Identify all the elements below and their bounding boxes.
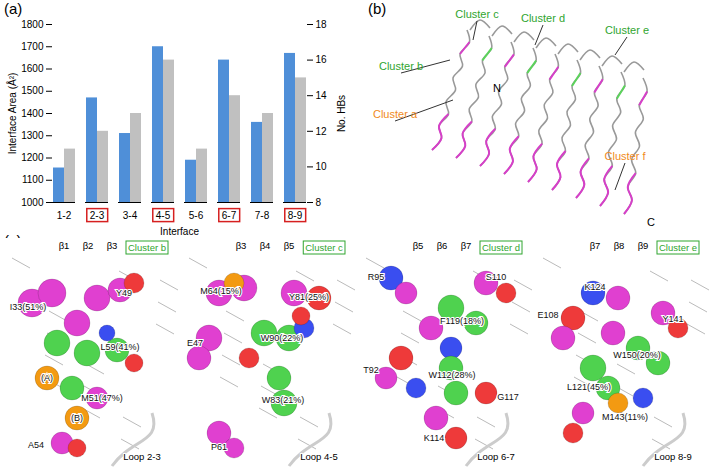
svg-text:Loop 8-9: Loop 8-9	[654, 451, 692, 462]
svg-text:β5: β5	[284, 240, 295, 251]
svg-text:C: C	[647, 216, 655, 228]
svg-text:M143(11%): M143(11%)	[602, 412, 648, 422]
svg-text:β7: β7	[590, 240, 601, 251]
svg-text:Cluster a: Cluster a	[373, 108, 418, 120]
svg-text:1-2: 1-2	[57, 210, 72, 221]
svg-text:Y81(25%): Y81(25%)	[289, 292, 329, 302]
svg-text:4-5: 4-5	[156, 210, 171, 221]
svg-text:1800: 1800	[21, 19, 44, 30]
svg-text:1400: 1400	[21, 108, 44, 119]
svg-text:W150(20%): W150(20%)	[613, 350, 661, 360]
svg-text:β9: β9	[638, 240, 649, 251]
svg-text:W83(21%): W83(21%)	[262, 395, 305, 405]
svg-text:2-3: 2-3	[90, 210, 105, 221]
svg-text:8: 8	[316, 197, 322, 208]
svg-text:W112(28%): W112(28%)	[429, 370, 476, 380]
svg-text:10: 10	[316, 161, 328, 172]
svg-text:Loop 2-3: Loop 2-3	[123, 451, 161, 462]
svg-text:1000: 1000	[21, 197, 44, 208]
svg-text:F119(18%): F119(18%)	[440, 316, 484, 326]
svg-text:1100: 1100	[22, 174, 44, 185]
svg-text:7-8: 7-8	[255, 210, 270, 221]
svg-text:P61: P61	[211, 442, 227, 452]
svg-text:6-7: 6-7	[222, 210, 237, 221]
svg-text:1600: 1600	[21, 63, 44, 74]
svg-text:β7: β7	[461, 240, 472, 251]
svg-text:12: 12	[316, 126, 328, 137]
svg-text:S110: S110	[486, 272, 506, 282]
html-text:(c): (c)	[4, 232, 22, 249]
svg-text:18: 18	[316, 19, 328, 30]
svg-text:β8: β8	[614, 240, 625, 251]
svg-text:Cluster e: Cluster e	[605, 24, 649, 36]
svg-text:Cluster c: Cluster c	[305, 242, 343, 253]
svg-text:(B): (B)	[71, 413, 83, 423]
svg-text:A54: A54	[28, 440, 44, 450]
svg-text:β1: β1	[59, 240, 70, 251]
svg-text:I33(51%): I33(51%)	[10, 302, 47, 312]
svg-text:K124: K124	[584, 282, 605, 292]
svg-text:Interface: Interface	[160, 226, 199, 237]
svg-text:1500: 1500	[21, 85, 44, 96]
svg-text:β6: β6	[437, 240, 448, 251]
svg-text:Cluster e: Cluster e	[659, 242, 697, 253]
svg-text:T92: T92	[363, 365, 379, 375]
svg-text:1700: 1700	[21, 41, 44, 52]
svg-text:M51(47%): M51(47%)	[81, 393, 123, 403]
svg-text:Loop 6-7: Loop 6-7	[477, 451, 515, 462]
svg-text:3-4: 3-4	[123, 210, 138, 221]
svg-text:β5: β5	[413, 240, 424, 251]
svg-text:14: 14	[316, 90, 328, 101]
svg-text:Cluster d: Cluster d	[482, 242, 520, 253]
svg-text:L59(41%): L59(41%)	[100, 342, 139, 352]
svg-text:Y49: Y49	[116, 288, 132, 298]
svg-text:Interface Area (Å²): Interface Area (Å²)	[6, 73, 18, 155]
svg-text:K114: K114	[424, 433, 444, 443]
svg-text:8-9: 8-9	[288, 210, 303, 221]
svg-text:E108: E108	[537, 310, 558, 320]
svg-text:Cluster c: Cluster c	[455, 8, 499, 20]
svg-text:β2: β2	[83, 240, 94, 251]
svg-text:Cluster d: Cluster d	[521, 12, 565, 24]
svg-text:β3: β3	[107, 240, 118, 251]
svg-text:1300: 1300	[21, 130, 44, 141]
svg-text:5-6: 5-6	[189, 210, 204, 221]
svg-text:W90(22%): W90(22%)	[261, 333, 304, 343]
svg-text:No. HBs: No. HBs	[336, 95, 347, 132]
svg-text:β4: β4	[260, 240, 271, 251]
svg-text:Y141: Y141	[662, 314, 683, 324]
svg-text:M64(15%): M64(15%)	[200, 286, 242, 296]
svg-text:16: 16	[316, 54, 328, 65]
html-text:(b): (b)	[368, 0, 387, 17]
svg-text:G117: G117	[497, 392, 518, 402]
svg-text:N: N	[493, 82, 501, 94]
svg-text:Cluster b: Cluster b	[128, 242, 166, 253]
svg-text:L121(45%): L121(45%)	[567, 382, 611, 392]
svg-text:Cluster f: Cluster f	[605, 150, 647, 162]
svg-text:Cluster b: Cluster b	[379, 60, 423, 72]
html-text:(a): (a)	[4, 0, 23, 17]
svg-text:(A): (A)	[41, 373, 53, 383]
svg-text:β3: β3	[236, 240, 247, 251]
svg-text:Loop 4-5: Loop 4-5	[300, 451, 338, 462]
svg-text:R95: R95	[368, 272, 385, 282]
svg-text:1200: 1200	[21, 152, 44, 163]
svg-text:E47: E47	[187, 338, 203, 348]
